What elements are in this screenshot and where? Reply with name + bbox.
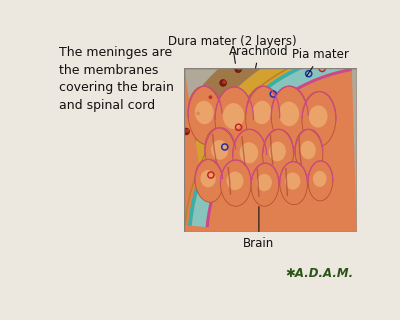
Ellipse shape	[131, 132, 146, 141]
Bar	[184, 68, 357, 232]
Text: ✱A.D.A.M.: ✱A.D.A.M.	[286, 267, 354, 280]
Ellipse shape	[226, 172, 244, 190]
Circle shape	[206, 94, 213, 101]
Circle shape	[238, 67, 241, 70]
Circle shape	[235, 66, 242, 73]
Bar	[184, 68, 357, 232]
Ellipse shape	[113, 136, 125, 153]
Ellipse shape	[195, 159, 223, 202]
Ellipse shape	[233, 129, 267, 182]
Circle shape	[222, 80, 226, 84]
Ellipse shape	[81, 69, 156, 134]
Ellipse shape	[92, 155, 146, 176]
Ellipse shape	[220, 160, 251, 206]
Ellipse shape	[100, 85, 117, 96]
Bar	[107, 156, 133, 166]
Ellipse shape	[240, 142, 258, 163]
Ellipse shape	[263, 129, 294, 179]
Ellipse shape	[215, 87, 254, 152]
Ellipse shape	[300, 141, 316, 159]
Ellipse shape	[69, 62, 169, 176]
Ellipse shape	[309, 105, 328, 128]
Ellipse shape	[93, 132, 109, 141]
Ellipse shape	[308, 161, 333, 201]
Ellipse shape	[223, 103, 244, 129]
Text: Brain: Brain	[243, 207, 274, 250]
Ellipse shape	[121, 84, 135, 94]
Ellipse shape	[92, 84, 121, 104]
Ellipse shape	[313, 171, 326, 187]
Ellipse shape	[99, 99, 111, 106]
Ellipse shape	[279, 101, 299, 126]
Ellipse shape	[251, 163, 279, 206]
Text: Pia mater: Pia mater	[292, 49, 349, 76]
Circle shape	[220, 79, 226, 86]
Ellipse shape	[269, 141, 286, 161]
Polygon shape	[184, 47, 348, 225]
Ellipse shape	[257, 174, 272, 191]
Ellipse shape	[113, 96, 136, 110]
Ellipse shape	[200, 170, 216, 187]
Circle shape	[185, 129, 189, 132]
Polygon shape	[206, 68, 352, 227]
Text: Dura mater (2 layers): Dura mater (2 layers)	[168, 35, 296, 63]
Ellipse shape	[271, 86, 308, 148]
Ellipse shape	[302, 92, 336, 147]
Polygon shape	[188, 51, 349, 226]
Ellipse shape	[102, 109, 120, 122]
Bar	[122, 86, 139, 100]
Ellipse shape	[253, 101, 271, 124]
Ellipse shape	[73, 61, 164, 154]
Ellipse shape	[246, 86, 280, 145]
Ellipse shape	[76, 106, 162, 183]
Circle shape	[208, 95, 212, 99]
Ellipse shape	[205, 128, 236, 177]
Ellipse shape	[128, 124, 140, 131]
Ellipse shape	[195, 101, 214, 124]
Circle shape	[194, 111, 200, 118]
Polygon shape	[144, 7, 345, 224]
Text: Arachnoid: Arachnoid	[229, 45, 289, 68]
Ellipse shape	[126, 122, 143, 132]
Ellipse shape	[93, 98, 114, 113]
Ellipse shape	[123, 108, 140, 120]
Ellipse shape	[280, 162, 308, 205]
Ellipse shape	[114, 82, 139, 99]
Ellipse shape	[96, 122, 113, 132]
Polygon shape	[171, 34, 348, 226]
Polygon shape	[192, 54, 351, 227]
Polygon shape	[184, 68, 357, 232]
Ellipse shape	[211, 140, 228, 160]
Text: The meninges are
the membranes
covering the brain
and spinal cord: The meninges are the membranes covering …	[59, 46, 174, 112]
Circle shape	[196, 111, 200, 115]
Polygon shape	[107, 185, 132, 215]
Ellipse shape	[285, 172, 300, 190]
Ellipse shape	[99, 124, 111, 131]
Circle shape	[183, 128, 190, 135]
Ellipse shape	[295, 129, 323, 175]
Ellipse shape	[188, 86, 222, 145]
Polygon shape	[139, 68, 184, 232]
